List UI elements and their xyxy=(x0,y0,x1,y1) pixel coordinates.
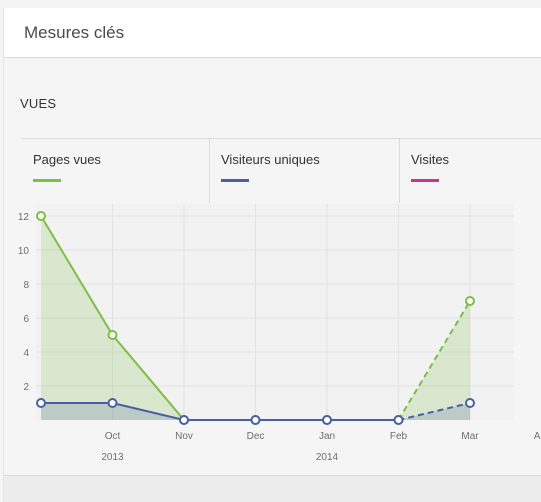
area-pages-vues xyxy=(41,216,470,420)
point-visiteurs-uniques xyxy=(322,415,332,425)
line-pages-vues-projected xyxy=(397,300,471,421)
point-visiteurs-uniques xyxy=(250,415,261,425)
legend-item-visiteurs-uniques[interactable]: Visiteurs uniques xyxy=(209,139,399,203)
line-visiteurs-uniques-projected xyxy=(398,402,471,421)
area-visiteurs-uniques xyxy=(41,403,470,420)
line-chart: 2 4 6 8 10 12 Oct Nov Dec Jan Feb Mar Apr 2013 2014 xyxy=(4,204,541,474)
x-tick-label: Feb xyxy=(390,431,408,442)
y-tick-label: 10 xyxy=(18,246,30,257)
line-visiteurs-uniques xyxy=(41,402,399,421)
x-year-label: 2014 xyxy=(316,452,339,463)
legend-swatch xyxy=(33,179,61,182)
y-tick-label: 8 xyxy=(23,280,29,291)
point-visiteurs-uniques xyxy=(465,398,475,408)
panel-header: Mesures clés xyxy=(3,8,541,58)
top-strip xyxy=(0,0,541,8)
point-pages-vues xyxy=(36,211,46,221)
legend-item-visites[interactable]: Visites xyxy=(399,139,541,203)
point-visiteurs-uniques xyxy=(179,415,189,425)
point-visiteurs-uniques xyxy=(107,398,118,408)
y-tick-label: 4 xyxy=(23,348,29,359)
x-tick-label: Mar xyxy=(461,431,479,442)
metric-legend: Pages vues Visiteurs uniques Visites xyxy=(22,138,541,203)
x-tick-label: Jan xyxy=(319,431,335,442)
point-pages-vues xyxy=(465,296,475,306)
point-visiteurs-uniques xyxy=(393,415,404,425)
y-tick-label: 6 xyxy=(23,314,29,325)
panel-title: Mesures clés xyxy=(24,23,125,42)
plot-background xyxy=(36,204,514,420)
x-year-label: 2013 xyxy=(101,452,124,463)
point-pages-vues xyxy=(107,330,118,340)
legend-label: Pages vues xyxy=(33,152,101,167)
legend-label: Visites xyxy=(411,152,450,167)
x-tick-label: Apr xyxy=(534,431,541,442)
x-tick-label: Oct xyxy=(105,431,121,442)
legend-swatch xyxy=(411,179,439,182)
y-tick-label: 2 xyxy=(23,382,29,393)
section-label: VUES xyxy=(20,96,57,111)
legend-label: Visiteurs uniques xyxy=(221,152,320,167)
legend-swatch xyxy=(221,179,249,182)
x-tick-label: Nov xyxy=(175,431,193,442)
panel-footer xyxy=(3,475,541,502)
x-tick-label: Dec xyxy=(247,431,265,442)
chart-svg: 2 4 6 8 10 12 Oct Nov Dec Jan Feb Mar Apr 2013 2014 xyxy=(18,204,541,463)
y-tick-label: 12 xyxy=(18,212,30,223)
point-visiteurs-uniques xyxy=(36,398,46,408)
legend-item-pages-vues[interactable]: Pages vues xyxy=(22,139,209,203)
